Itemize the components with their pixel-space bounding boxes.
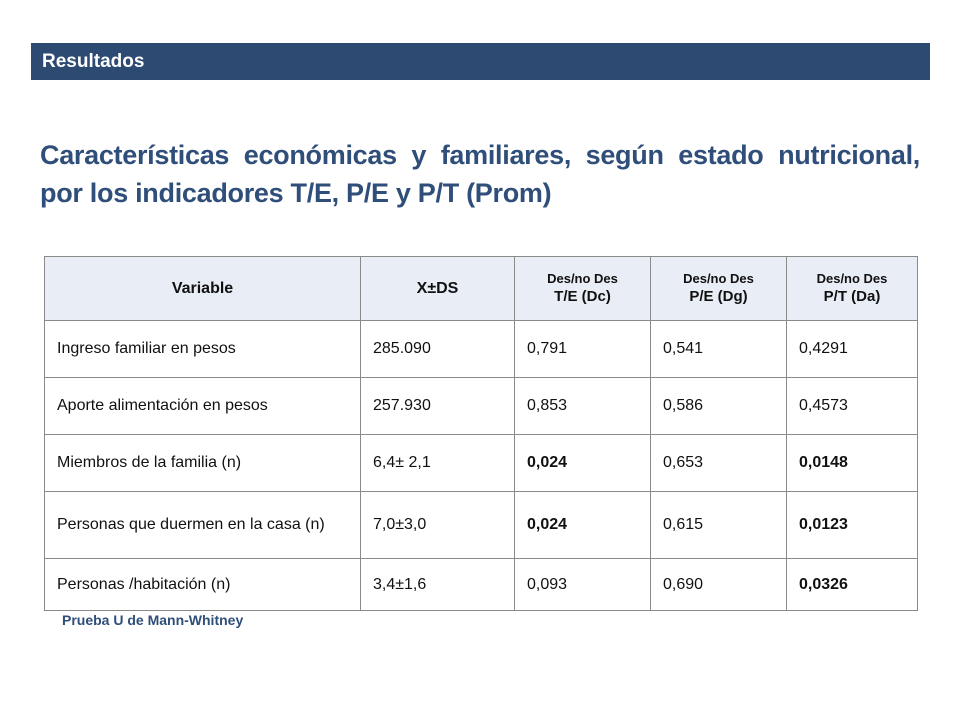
cell-variable: Miembros de la familia (n) (44, 434, 361, 492)
cell-te: 0,024 (514, 434, 651, 492)
table-row: Aporte alimentación en pesos 257.930 0,8… (44, 377, 918, 435)
cell-te-value: 0,024 (527, 454, 568, 471)
cell-variable: Personas /habitación (n) (44, 558, 361, 611)
header-pt: Des/no Des P/T (Da) (786, 256, 918, 321)
cell-pt: 0,0123 (786, 491, 918, 559)
cell-te-value: 0,024 (527, 516, 568, 533)
table-header-row: Variable X±DS Des/no Des T/E (Dc) Des/no… (44, 256, 918, 321)
cell-pt-value: 0,0123 (799, 516, 848, 533)
header-te-bottom: T/E (Dc) (554, 288, 611, 305)
cell-variable: Aporte alimentación en pesos (44, 377, 361, 435)
slide-title: Características económicas y familiares,… (40, 136, 920, 212)
cell-te: 0,093 (514, 558, 651, 611)
header-pe-bottom: P/E (Dg) (689, 288, 748, 305)
header-pt-bottom: P/T (Da) (823, 288, 881, 305)
cell-pe: 0,541 (650, 320, 787, 378)
cell-pe: 0,586 (650, 377, 787, 435)
cell-pt-value: 0,0148 (799, 454, 848, 471)
header-te: Des/no Des T/E (Dc) (514, 256, 651, 321)
header-pe-top: Des/no Des (683, 271, 754, 286)
cell-mean-sd: 7,0±3,0 (360, 491, 515, 559)
cell-pe: 0,690 (650, 558, 787, 611)
slide-title-line-2: por los indicadores T/E, P/E y P/T (Prom… (40, 178, 552, 208)
slide-title-line-1: Características económicas y familiares,… (40, 140, 920, 170)
cell-variable: Ingreso familiar en pesos (44, 320, 361, 378)
table-row: Personas que duermen en la casa (n) 7,0±… (44, 491, 918, 559)
header-mean-sd: X±DS (360, 256, 515, 321)
table-row: Ingreso familiar en pesos 285.090 0,791 … (44, 320, 918, 378)
cell-pt: 0,4573 (786, 377, 918, 435)
cell-mean-sd: 285.090 (360, 320, 515, 378)
header-pt-top: Des/no Des (816, 271, 888, 286)
section-banner-label: Resultados (42, 50, 145, 72)
cell-te: 0,791 (514, 320, 651, 378)
cell-te: 0,853 (514, 377, 651, 435)
table-row: Miembros de la familia (n) 6,4± 2,1 0,02… (44, 434, 918, 492)
header-te-top: Des/no Des (547, 271, 618, 286)
cell-pt: 0,4291 (786, 320, 918, 378)
cell-pe: 0,615 (650, 491, 787, 559)
cell-mean-sd: 6,4± 2,1 (360, 434, 515, 492)
cell-mean-sd: 3,4±1,6 (360, 558, 515, 611)
cell-variable: Personas que duermen en la casa (n) (44, 491, 361, 559)
header-pe: Des/no Des P/E (Dg) (650, 256, 787, 321)
cell-pt-value: 0,0326 (799, 575, 848, 593)
section-banner: Resultados (31, 43, 930, 80)
results-table: Variable X±DS Des/no Des T/E (Dc) Des/no… (44, 256, 918, 611)
cell-te: 0,024 (514, 491, 651, 559)
statistical-test-note: Prueba U de Mann-Whitney (62, 612, 244, 628)
cell-pe: 0,653 (650, 434, 787, 492)
cell-pt: 0,0148 (786, 434, 918, 492)
table-row: Personas /habitación (n) 3,4±1,6 0,093 0… (44, 558, 918, 611)
cell-pt: 0,0326 (786, 558, 918, 611)
header-variable: Variable (44, 256, 361, 321)
cell-mean-sd: 257.930 (360, 377, 515, 435)
